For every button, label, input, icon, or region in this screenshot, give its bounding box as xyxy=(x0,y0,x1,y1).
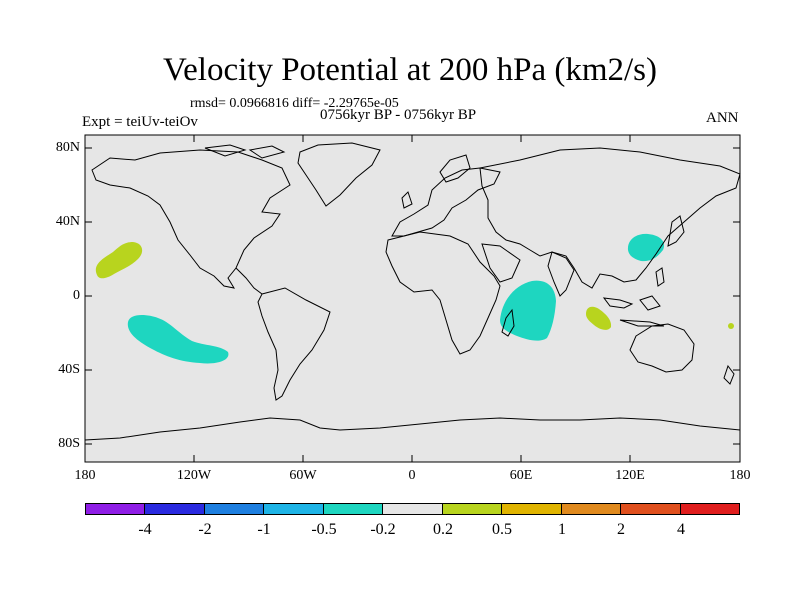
colorbar-swatch xyxy=(561,504,622,514)
colorbar-label: 2 xyxy=(617,521,625,538)
rmsd-diff-stats: rmsd= 0.0966816 diff= -2.29765e-05 xyxy=(190,96,399,111)
colorbar-swatch xyxy=(502,504,562,514)
lon-label-60e: 60E xyxy=(509,468,533,483)
plot-title: Velocity Potential at 200 hPa (km2/s) xyxy=(162,52,658,88)
colorbar-label: 0.5 xyxy=(492,521,512,538)
lat-label-40s: 40S xyxy=(58,362,80,377)
colorbar-swatch xyxy=(680,504,739,514)
anomaly-south-pacific xyxy=(127,315,229,364)
colorbar-label: -4 xyxy=(138,521,152,538)
colorbar-swatch xyxy=(442,504,503,514)
colorbar-swatch xyxy=(145,504,205,514)
colorbar-label: 0.2 xyxy=(433,521,453,538)
lon-label-120e: 120E xyxy=(615,468,645,483)
colorbar-label: -0.2 xyxy=(370,521,396,538)
map-panel xyxy=(85,135,740,462)
anomaly-east-china-sea xyxy=(627,233,665,262)
colorbar-label: -0.5 xyxy=(311,521,337,538)
lon-label-0: 0 xyxy=(408,468,416,483)
colorbar-swatch xyxy=(204,504,265,514)
lon-label-60w: 60W xyxy=(289,468,317,483)
lat-label-0: 0 xyxy=(73,288,80,303)
axis-ticks xyxy=(85,135,740,462)
colorbar-swatch xyxy=(264,504,324,514)
lat-label-80s: 80S xyxy=(58,436,80,451)
anomaly-central-pacific-north xyxy=(95,242,143,279)
colorbar-swatch xyxy=(383,504,443,514)
anomaly-west-pacific-dot xyxy=(728,323,734,329)
lat-label-40n: 40N xyxy=(55,214,80,229)
colorbar-label: 4 xyxy=(677,521,685,538)
season-label: ANN xyxy=(706,110,739,126)
lon-label-120w: 120W xyxy=(176,468,212,483)
lon-label-180e: 180 xyxy=(729,468,751,483)
experiment-label: Expt = teiUv-teiOv xyxy=(82,114,198,130)
colorbar-swatch xyxy=(86,504,146,514)
lat-label-80n: 80N xyxy=(55,140,80,155)
lon-label-180w: 180 xyxy=(74,468,96,483)
coastlines xyxy=(84,142,741,441)
colorbar xyxy=(85,503,740,515)
colorbar-label: -1 xyxy=(257,521,271,538)
period-label: 0756kyr BP - 0756kyr BP xyxy=(320,107,477,123)
colorbar-label: 1 xyxy=(558,521,566,538)
colorbar-swatch xyxy=(621,504,681,514)
colorbar-label: -2 xyxy=(198,521,212,538)
anomaly-layer xyxy=(95,233,734,364)
colorbar-swatch xyxy=(323,504,384,514)
anomaly-east-indian-ocean xyxy=(586,306,612,330)
